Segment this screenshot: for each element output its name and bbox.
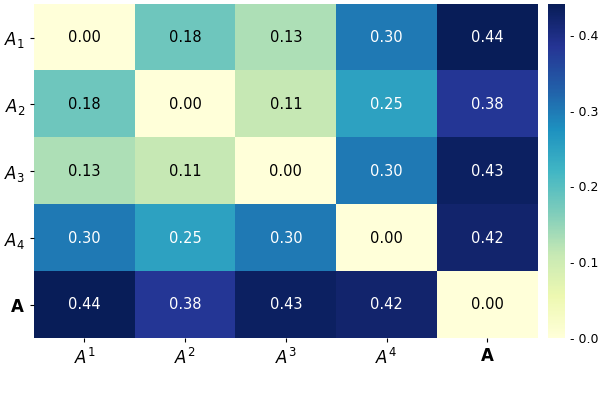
- Text: 0.30: 0.30: [68, 231, 101, 246]
- Text: 0.00: 0.00: [169, 97, 202, 112]
- Text: 0.30: 0.30: [370, 164, 403, 179]
- Text: 0.43: 0.43: [269, 297, 302, 312]
- Text: 0.42: 0.42: [471, 231, 504, 246]
- Text: 0.11: 0.11: [269, 97, 302, 112]
- Text: 0.18: 0.18: [169, 30, 202, 45]
- Text: 0.38: 0.38: [169, 297, 201, 312]
- Text: 0.42: 0.42: [370, 297, 403, 312]
- Text: 0.00: 0.00: [269, 164, 302, 179]
- Text: 0.43: 0.43: [471, 164, 503, 179]
- Text: 0.18: 0.18: [68, 97, 101, 112]
- Text: 0.30: 0.30: [269, 231, 302, 246]
- Text: 0.44: 0.44: [471, 30, 504, 45]
- Text: 0.30: 0.30: [370, 30, 403, 45]
- Text: 0.25: 0.25: [370, 97, 403, 112]
- Text: 0.11: 0.11: [169, 164, 202, 179]
- Text: 0.00: 0.00: [370, 231, 403, 246]
- Text: 0.44: 0.44: [68, 297, 101, 312]
- Text: 0.38: 0.38: [471, 97, 503, 112]
- Text: 0.25: 0.25: [169, 231, 202, 246]
- Text: 0.13: 0.13: [269, 30, 302, 45]
- Text: 0.13: 0.13: [68, 164, 101, 179]
- Text: 0.00: 0.00: [68, 30, 101, 45]
- Text: 0.00: 0.00: [471, 297, 504, 312]
